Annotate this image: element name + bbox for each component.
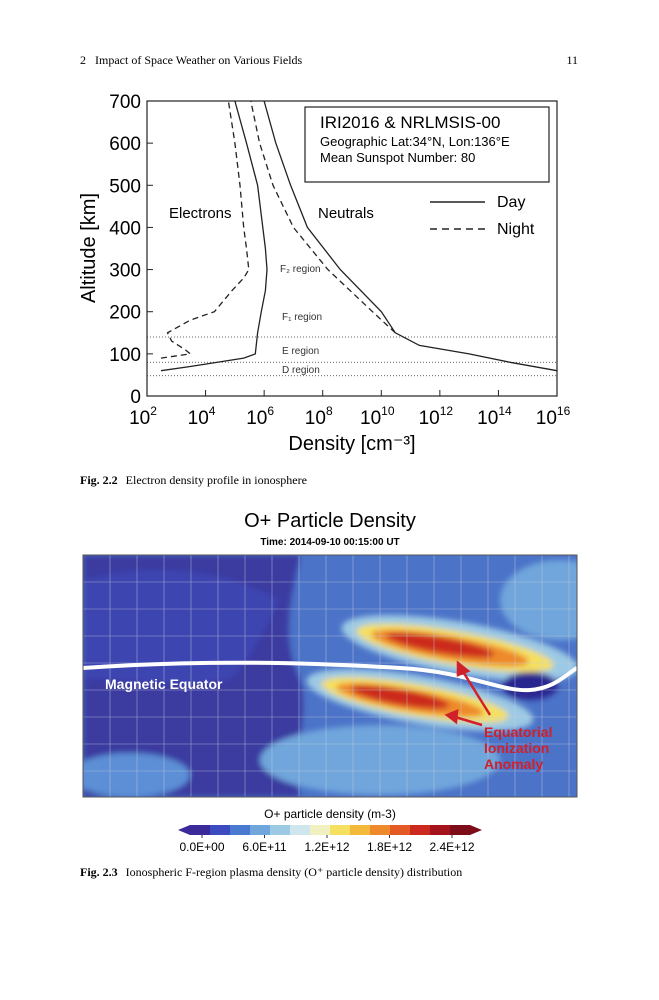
caption: Fig. 2.3 Ionospheric F-region plasma dens… <box>80 865 462 879</box>
colorbar-tick-label: 1.2E+12 <box>304 840 349 854</box>
x-tick-base: 10 <box>246 408 267 429</box>
x-tick-base: 10 <box>419 408 440 429</box>
map-title: O+ Particle Density <box>244 510 416 532</box>
caption-text: Electron density profile in ionosphere <box>126 473 307 487</box>
legend-label: Day <box>497 194 525 211</box>
colorbar-cell <box>370 825 391 835</box>
series-label: Neutrals <box>318 205 374 222</box>
anomaly-label-line: Anomaly <box>484 756 543 772</box>
colorbar-cell <box>250 825 271 835</box>
x-tick-label: 102 <box>129 404 157 429</box>
colorbar-cell <box>210 825 231 835</box>
colorbar-title: O+ particle density (m-3) <box>264 807 396 821</box>
anomaly-label-line: Equatorial <box>484 724 552 740</box>
profile-line <box>160 100 250 359</box>
running-head: 2 Impact of Space Weather on Various Fie… <box>80 53 303 67</box>
anomaly-arrows <box>444 660 492 727</box>
x-axis-title: Density [cm⁻³] <box>288 433 415 455</box>
x-tick-base: 10 <box>188 408 209 429</box>
colorbar-cell <box>190 825 211 835</box>
region-label: F₁ region <box>282 312 322 323</box>
x-tick-exponent: 16 <box>557 404 571 418</box>
colorbar-cell <box>230 825 251 835</box>
region-label: E region <box>282 346 319 357</box>
map-grid <box>83 555 577 797</box>
y-tick-label: 0 <box>130 387 141 408</box>
x-tick-base: 10 <box>536 408 557 429</box>
colorbar-cell <box>290 825 311 835</box>
y-tick-label: 600 <box>109 134 141 155</box>
info-line: Mean Sunspot Number: 80 <box>320 150 475 165</box>
y-tick-label: 500 <box>109 176 141 197</box>
anomaly-label-line: Ionization <box>484 740 549 756</box>
colorbar: 0.0E+00 6.0E+11 1.2E+12 1.8E+12 2.4E+12 <box>178 825 482 854</box>
map-time: Time: 2014-09-10 00:15:00 UT <box>260 537 399 548</box>
info-line: Geographic Lat:34°N, Lon:136°E <box>320 134 510 149</box>
x-tick-label: 106 <box>246 404 274 429</box>
y-tick-label: 400 <box>109 218 141 239</box>
colorbar-cell <box>390 825 411 835</box>
x-tick-label: 1010 <box>360 404 395 429</box>
region-label: D region <box>282 365 320 376</box>
equator-label: Magnetic Equator <box>105 676 223 692</box>
x-tick-exponent: 14 <box>498 404 512 418</box>
y-tick-label: 100 <box>109 345 141 366</box>
caption-label: Fig. 2.2 <box>80 473 118 487</box>
x-tick-exponent: 4 <box>209 404 216 418</box>
plot-frame <box>146 100 558 397</box>
anomaly-label: Equatorial Ionization Anomaly <box>484 724 552 772</box>
x-tick-base: 10 <box>477 408 498 429</box>
profile-line <box>160 100 268 372</box>
colorbar-tick-label: 6.0E+11 <box>242 840 286 854</box>
info-box <box>304 106 550 183</box>
x-tick-label: 1012 <box>419 404 454 429</box>
x-tick-label: 1016 <box>536 404 571 429</box>
colorbar-cell <box>430 825 451 835</box>
x-tick-exponent: 10 <box>381 404 395 418</box>
page-number: 11 <box>566 53 578 67</box>
x-tick-base: 10 <box>305 408 326 429</box>
colorbar-arrow-high <box>470 825 482 835</box>
y-tick-label: 700 <box>109 92 141 113</box>
x-tick-exponent: 6 <box>267 404 274 418</box>
colorbar-arrow-low <box>178 825 190 835</box>
caption-text: Ionospheric F-region plasma density (O⁺ … <box>126 865 463 879</box>
colorbar-tick-label: 2.4E+12 <box>429 840 474 854</box>
map <box>83 555 577 797</box>
legend-label: Night <box>497 221 535 238</box>
x-tick-exponent: 8 <box>326 404 333 418</box>
caption: Fig. 2.2 Electron density profile in iono… <box>80 473 307 487</box>
series-label: Electrons <box>169 205 232 222</box>
x-tick-label: 104 <box>188 404 216 429</box>
y-axis-title: Altitude [km] <box>78 193 100 303</box>
x-tick-base: 10 <box>360 408 381 429</box>
y-tick-label: 300 <box>109 261 141 282</box>
colorbar-cell <box>310 825 331 835</box>
colorbar-cell <box>270 825 291 835</box>
magnetic-equator <box>83 660 577 693</box>
x-tick-exponent: 12 <box>440 404 454 418</box>
colorbar-cell <box>410 825 431 835</box>
colorbar-tick-label: 0.0E+00 <box>179 840 224 854</box>
profile-line <box>250 100 396 334</box>
colorbar-tick-label: 1.8E+12 <box>367 840 412 854</box>
x-tick-exponent: 2 <box>150 404 157 418</box>
x-tick-base: 10 <box>129 408 150 429</box>
map-frame <box>82 554 578 798</box>
colorbar-cell <box>450 825 471 835</box>
x-tick-label: 1014 <box>477 404 512 429</box>
caption-label: Fig. 2.3 <box>80 865 118 879</box>
y-tick-label: 200 <box>109 303 141 324</box>
region-label: F₂ region <box>280 264 321 275</box>
colorbar-cell <box>350 825 371 835</box>
density-field <box>83 555 577 797</box>
info-title: IRI2016 & NRLMSIS-00 <box>320 113 500 132</box>
profile-line <box>263 100 558 372</box>
x-tick-label: 108 <box>305 404 333 429</box>
colorbar-cell <box>330 825 351 835</box>
